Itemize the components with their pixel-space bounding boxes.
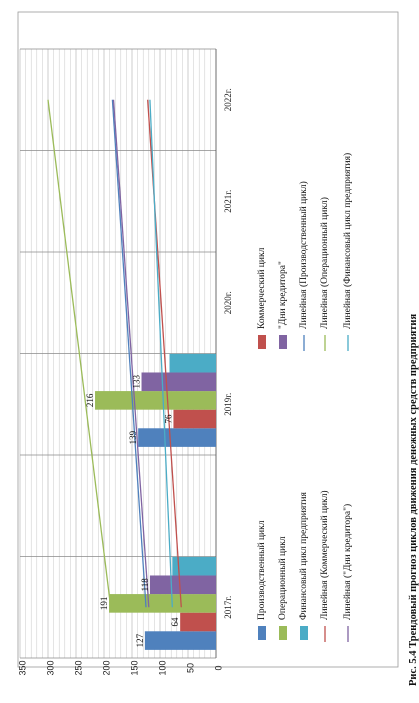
figure-caption: Рис. 5.4 Трендовый прогноз циклов движен…	[408, 314, 419, 686]
legend-swatch	[258, 335, 266, 349]
tick-label: 50	[185, 663, 195, 673]
tick-label: 350	[17, 660, 27, 675]
data-label: 76	[164, 414, 174, 424]
category-axis: 2017г. 2019г. 2020г. 2021г. 2022г.	[223, 88, 233, 618]
category-label: 2021г.	[223, 190, 233, 213]
data-label: 118	[140, 578, 150, 592]
legend-label: Финансовый цикл предприятия	[298, 492, 309, 620]
category-label: 2020г.	[223, 291, 233, 314]
data-label: 191	[99, 597, 109, 611]
bar	[149, 575, 216, 595]
bar	[180, 612, 216, 632]
trendline	[47, 99, 112, 608]
category-label: 2019г.	[223, 393, 233, 416]
data-labels: 127 139 64 76 191 216 118 133	[85, 375, 180, 648]
legend-swatch	[279, 335, 287, 349]
data-label: 216	[85, 393, 95, 407]
chart-border	[17, 11, 399, 668]
plot-area	[19, 48, 217, 659]
legend-label: Линейная (Финансовый цикл предприятия)	[342, 153, 353, 329]
tick-label: 0	[213, 665, 223, 670]
bar	[109, 594, 216, 613]
data-label: 127	[135, 633, 145, 647]
legend-label: Линейная (Производственный цикл)	[298, 181, 309, 329]
bar	[141, 372, 216, 392]
data-label: 64	[170, 617, 180, 627]
bar	[144, 631, 216, 650]
bar	[95, 391, 216, 410]
trendlines	[47, 99, 182, 608]
value-axis: 0 50 100 150 200 250 300 350	[17, 660, 223, 675]
tick-label: 300	[45, 660, 55, 675]
legend-swatch	[300, 626, 308, 640]
bar	[172, 556, 216, 576]
tick-label: 250	[73, 660, 83, 675]
legend-label: Линейная ("Дни кредитора")	[342, 504, 353, 620]
tick-label: 200	[101, 660, 111, 675]
category-label: 2017г.	[223, 596, 233, 619]
bar	[138, 428, 216, 447]
legend-swatch	[279, 626, 287, 640]
bar	[169, 353, 216, 373]
category-label: 2022г.	[223, 88, 233, 111]
legend-swatch	[258, 626, 266, 640]
tick-label: 150	[129, 660, 139, 675]
legend-label: Производственный цикл	[256, 520, 267, 620]
legend-label: Коммерческий цикл	[256, 247, 267, 329]
trendline	[112, 99, 150, 608]
legend-label: "Дни кредитора"	[278, 261, 288, 329]
legend: Производственный цикл Операционный цикл Фи…	[256, 153, 353, 642]
trendline	[149, 99, 173, 608]
data-label: 133	[132, 375, 142, 389]
bar	[173, 409, 216, 429]
legend-label: Линейная (Операционный цикл)	[319, 197, 330, 329]
data-label: 139	[128, 430, 138, 444]
legend-label: Операционный цикл	[277, 536, 288, 620]
tick-label: 100	[157, 660, 167, 675]
legend-label: Линейная (Коммерческий цикл)	[319, 490, 330, 620]
trendline	[111, 99, 147, 608]
